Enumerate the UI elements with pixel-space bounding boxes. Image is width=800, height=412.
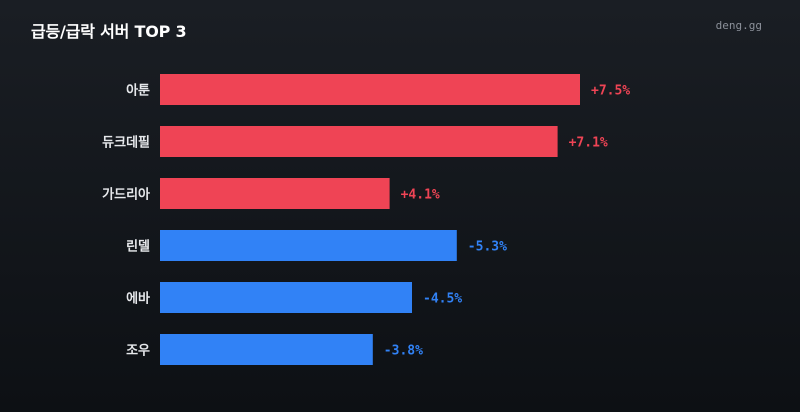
value-label: +4.1% xyxy=(401,188,440,203)
bar-negative xyxy=(160,230,457,261)
category-label: 가드리아 xyxy=(102,187,150,203)
brand-watermark: deng.gg xyxy=(715,19,762,32)
category-label: 듀크데필 xyxy=(102,136,150,151)
category-label: 린델 xyxy=(126,239,150,255)
value-label: -4.5% xyxy=(423,292,462,307)
bar-positive xyxy=(160,74,580,105)
category-label: 조우 xyxy=(126,344,150,359)
chart-title: 급등/급락 서버 TOP 3 xyxy=(31,22,187,41)
category-label: 아툰 xyxy=(126,83,150,99)
value-label: +7.1% xyxy=(569,136,608,151)
bar-negative xyxy=(160,334,373,365)
category-label: 에바 xyxy=(126,291,150,307)
bar-negative xyxy=(160,282,412,313)
bar-positive xyxy=(160,126,558,157)
value-label: +7.5% xyxy=(591,84,630,99)
bar-positive xyxy=(160,178,390,209)
value-label: -5.3% xyxy=(468,240,507,255)
value-label: -3.8% xyxy=(384,344,423,359)
